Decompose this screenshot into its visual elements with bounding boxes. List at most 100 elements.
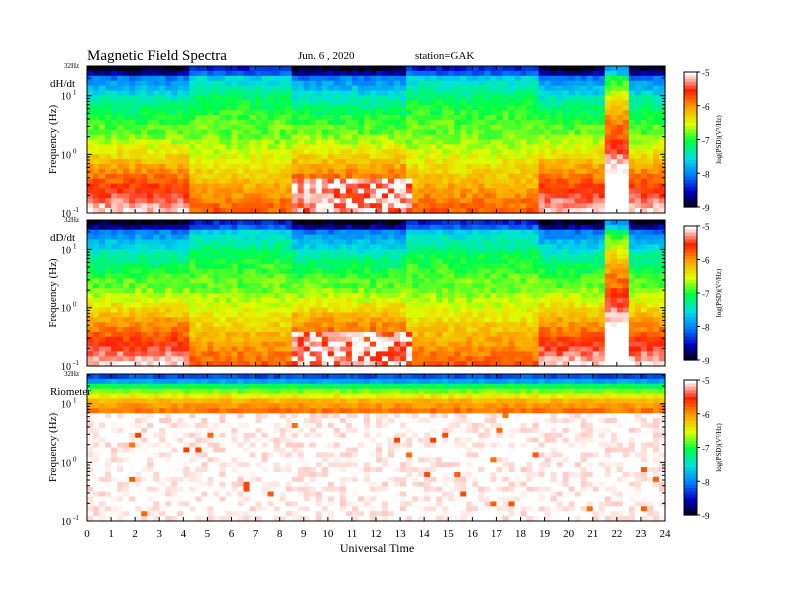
heatmap-cell	[466, 144, 473, 150]
heatmap-cell	[297, 239, 305, 245]
heatmap-cell	[303, 258, 311, 265]
heatmap-cell	[117, 263, 124, 270]
heatmap-cell	[442, 258, 449, 265]
heatmap-cell	[442, 100, 449, 106]
heatmap-cell	[141, 95, 148, 101]
heatmap-cell	[87, 129, 94, 136]
heatmap-cell	[460, 115, 467, 121]
heatmap-cell	[291, 239, 299, 245]
heatmap-cell	[376, 361, 383, 367]
heatmap-cell	[147, 273, 154, 279]
heatmap-cell	[502, 168, 510, 175]
heatmap-cell	[141, 183, 148, 190]
heatmap-cell	[249, 283, 257, 289]
heatmap-cell	[339, 254, 347, 260]
heatmap-cell	[580, 119, 588, 126]
heatmap-cells	[87, 66, 666, 214]
heatmap-cell	[243, 322, 251, 328]
heatmap-cell	[436, 307, 443, 314]
heatmap-cell	[147, 322, 154, 328]
heatmap-cell	[514, 129, 522, 136]
heatmap-cell	[141, 327, 148, 333]
heatmap-cell	[177, 193, 184, 199]
heatmap-cell	[111, 100, 118, 106]
heatmap-cell	[99, 346, 106, 352]
heatmap-cell	[249, 66, 257, 72]
heatmap-cell	[225, 234, 233, 241]
heatmap-cell	[201, 307, 209, 314]
heatmap-cell	[604, 149, 612, 155]
heatmap-cell	[87, 263, 94, 270]
heatmap-cell	[339, 239, 347, 245]
heatmap-cell	[183, 124, 190, 131]
heatmap-cell	[237, 188, 245, 194]
heatmap-cell	[291, 66, 299, 72]
heatmap-cell	[207, 149, 215, 155]
heatmap-cell	[351, 317, 359, 323]
heatmap-cell	[484, 90, 491, 96]
heatmap-cell	[363, 193, 371, 199]
heatmap-cell	[598, 164, 606, 170]
heatmap-cell	[147, 100, 154, 106]
heatmap-cell	[195, 356, 202, 362]
heatmap-cell	[105, 95, 112, 101]
heatmap-cell	[550, 159, 558, 165]
heatmap-cell	[622, 198, 630, 204]
heatmap-cell	[502, 115, 510, 121]
heatmap-cell	[183, 302, 190, 309]
heatmap-cell	[297, 154, 305, 160]
heatmap-cell	[430, 336, 437, 343]
heatmap-cell	[448, 80, 455, 87]
heatmap-cell	[406, 327, 413, 333]
heatmap-cell	[604, 115, 612, 121]
heatmap-cell	[147, 173, 154, 180]
heatmap-cell	[418, 110, 425, 116]
heatmap-cell	[478, 224, 485, 231]
heatmap-cell	[183, 129, 190, 136]
heatmap-cell	[333, 331, 341, 338]
heatmap-cell	[321, 268, 329, 275]
heatmap-cell	[291, 154, 299, 160]
heatmap-cell	[394, 134, 401, 141]
heatmap-cell	[406, 249, 413, 255]
heatmap-cell	[339, 164, 347, 170]
heatmap-cell	[382, 312, 389, 318]
heatmap-cell	[442, 327, 449, 333]
heatmap-cell	[514, 188, 522, 194]
heatmap-cell	[394, 293, 401, 299]
heatmap-cell	[261, 361, 269, 367]
heatmap-cell	[231, 178, 239, 185]
heatmap-cell	[430, 159, 437, 165]
heatmap-cell	[255, 66, 263, 72]
heatmap-cell	[586, 70, 594, 77]
heatmap-cell	[622, 134, 630, 141]
heatmap-cell	[297, 361, 305, 367]
heatmap-cell	[454, 268, 461, 275]
heatmap-cell	[165, 317, 172, 323]
heatmap-cell	[249, 203, 257, 209]
heatmap-cell	[369, 154, 377, 160]
heatmap-cell	[225, 307, 233, 314]
heatmap-cell	[207, 119, 215, 126]
heatmap-cell	[135, 234, 142, 241]
heatmap-cell	[291, 100, 299, 106]
heatmap-cell	[400, 336, 407, 343]
heatmap-cell	[273, 115, 281, 121]
heatmap-cell	[309, 234, 317, 241]
heatmap-cell	[369, 203, 377, 209]
heatmap-cell	[225, 193, 233, 199]
heatmap-cell	[580, 154, 588, 160]
heatmap-cell	[99, 164, 106, 170]
heatmap-cell	[255, 322, 263, 328]
heatmap-cell	[267, 110, 275, 116]
heatmap-cell	[87, 164, 94, 170]
heatmap-cell	[406, 336, 413, 343]
heatmap-cell	[327, 203, 335, 209]
heatmap-cell	[255, 119, 263, 126]
heatmap-cell	[436, 254, 443, 260]
heatmap-cell	[412, 80, 419, 87]
heatmap-cell	[345, 258, 353, 265]
heatmap-cell	[309, 75, 317, 82]
heatmap-cell	[382, 105, 389, 111]
heatmap-cell	[153, 244, 160, 250]
